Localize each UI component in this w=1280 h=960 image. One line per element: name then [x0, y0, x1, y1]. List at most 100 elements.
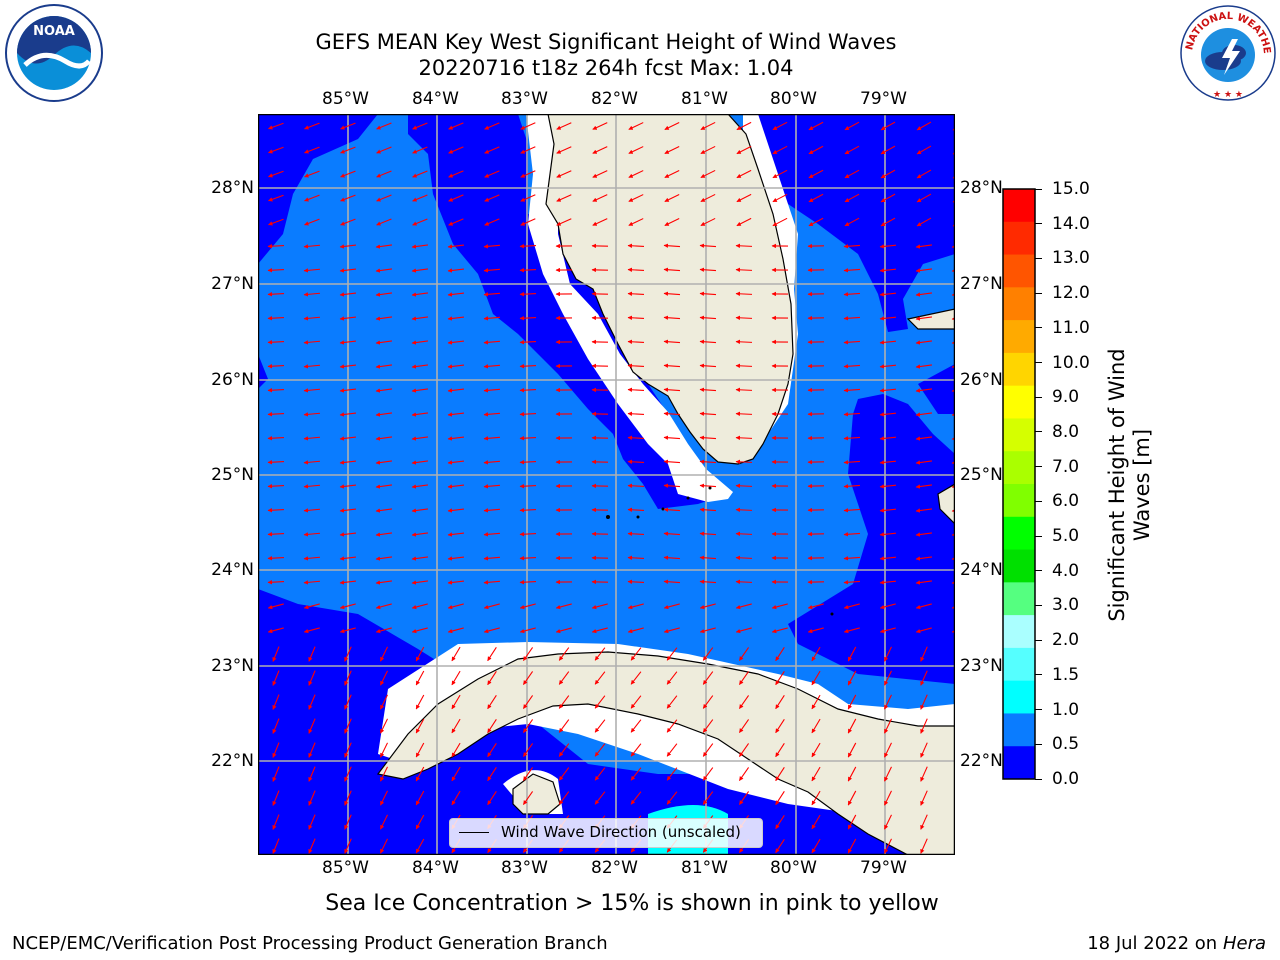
lat-label-right: 28°N [960, 178, 1003, 198]
wave-direction-arrow [344, 838, 352, 854]
wave-direction-arrow [340, 194, 356, 202]
wave-direction-arrow [699, 291, 717, 296]
wave-direction-arrow [339, 316, 357, 321]
wave-direction-arrow [556, 194, 572, 202]
wave-direction-arrow [379, 670, 389, 686]
wave-direction-arrow [735, 387, 753, 393]
wave-direction-arrow [880, 169, 896, 179]
legend-label: Wind Wave Direction (unscaled) [501, 823, 741, 841]
wave-direction-arrow [666, 767, 678, 781]
wave-direction-arrow [772, 193, 788, 203]
wave-direction-arrow [735, 411, 753, 417]
lat-label-left: 27°N [211, 274, 254, 294]
colorbar-cell [1003, 713, 1035, 747]
wave-direction-arrow [519, 268, 537, 273]
wave-direction-arrow [735, 483, 753, 489]
land [376, 114, 955, 855]
wave-direction-arrow [411, 627, 428, 634]
wave-direction-arrow [847, 670, 857, 686]
wave-direction-arrow [375, 532, 392, 537]
wave-direction-arrow [303, 316, 321, 321]
wave-direction-arrow [811, 670, 821, 686]
wave-direction-arrow [268, 218, 284, 226]
wave-direction-arrow [483, 436, 501, 441]
wave-direction-arrow [702, 791, 714, 805]
lat-label-left: 25°N [211, 465, 254, 485]
wave-direction-arrow [272, 694, 280, 710]
wave-direction-arrow [879, 580, 897, 585]
wave-direction-arrow [415, 694, 425, 710]
wave-direction-arrow [775, 718, 785, 734]
wave-direction-arrow [847, 646, 857, 662]
wave-direction-arrow [736, 169, 752, 179]
wave-direction-arrow [447, 292, 465, 297]
colorbar-tick-label: 3.0 [1052, 595, 1080, 616]
colorbar-tick-label: 13.0 [1052, 248, 1090, 269]
wave-direction-arrow [447, 484, 465, 489]
colorbar-tick-label: 11.0 [1052, 317, 1090, 338]
nws-logo: NATIONAL WEATHER SERVICE ★ ★ ★ [1178, 3, 1276, 101]
wave-direction-arrow [308, 838, 316, 854]
wave-direction-arrow [272, 838, 280, 854]
wave-direction-arrow [344, 790, 352, 806]
wave-direction-arrow [627, 435, 645, 440]
wave-direction-arrow [843, 603, 860, 610]
wave-direction-arrow [451, 790, 461, 806]
wave-direction-arrow [303, 292, 321, 297]
wave-direction-arrow [268, 170, 284, 178]
wave-direction-arrow [448, 122, 464, 130]
svg-text:NOAA: NOAA [33, 24, 75, 39]
wave-direction-arrow [484, 218, 500, 226]
wave-direction-arrow [267, 316, 285, 321]
wave-direction-arrow [412, 218, 428, 226]
wave-direction-arrow [484, 146, 500, 154]
wave-direction-arrow [915, 484, 933, 489]
wave-direction-arrow [339, 364, 357, 369]
lat-label-left: 22°N [211, 751, 254, 771]
lon-label-bottom: 83°W [501, 858, 548, 878]
wave-direction-arrow [303, 603, 320, 610]
colorbar-tick-label: 15.0 [1052, 179, 1090, 199]
wave-direction-arrow [699, 315, 717, 320]
wave-direction-arrow [736, 145, 752, 155]
colorbar-tick-label: 12.0 [1052, 283, 1090, 304]
wave-direction-arrow [920, 766, 928, 782]
wave-direction-arrow [915, 436, 933, 441]
wave-direction-arrow [775, 814, 785, 830]
lat-label-right: 22°N [960, 751, 1003, 771]
wave-direction-arrow [412, 146, 428, 154]
wave-direction-arrow [447, 508, 465, 513]
wave-direction-arrow [843, 412, 861, 417]
wave-direction-arrow [451, 646, 461, 662]
wave-direction-arrow [700, 145, 716, 155]
colorbar-cell [1003, 352, 1035, 387]
wave-direction-arrow [664, 146, 680, 154]
wave-direction-arrow [699, 603, 716, 610]
wave-direction-arrow [811, 694, 821, 710]
wave-direction-arrow [663, 579, 681, 584]
wave-direction-arrow [627, 363, 645, 368]
wave-direction-arrow [915, 340, 933, 345]
wave-direction-arrow [775, 766, 785, 782]
wave-direction-arrow [520, 170, 536, 178]
wave-direction-arrow [308, 814, 316, 830]
wave-direction-arrow [884, 742, 892, 758]
wave-direction-arrow [304, 194, 320, 202]
wave-direction-arrow [522, 695, 534, 709]
colorbar-cell [1003, 221, 1035, 256]
wave-direction-arrow [555, 603, 572, 610]
wave-direction-arrow [268, 194, 284, 202]
wave-direction-arrow [627, 315, 645, 320]
wave-direction-arrow [339, 460, 357, 465]
colorbar-tick-mark [1035, 396, 1042, 398]
colorbar-tick-mark [1035, 743, 1042, 745]
wave-direction-arrow [772, 145, 788, 155]
wave-direction-arrow [735, 267, 753, 273]
wave-direction-arrow [843, 484, 861, 489]
colorbar [1002, 188, 1036, 780]
wave-direction-arrow [303, 460, 321, 465]
wave-direction-arrow [843, 556, 861, 561]
wave-direction-arrow [375, 268, 392, 273]
wave-direction-arrow [339, 508, 357, 513]
wave-direction-arrow [627, 483, 645, 488]
